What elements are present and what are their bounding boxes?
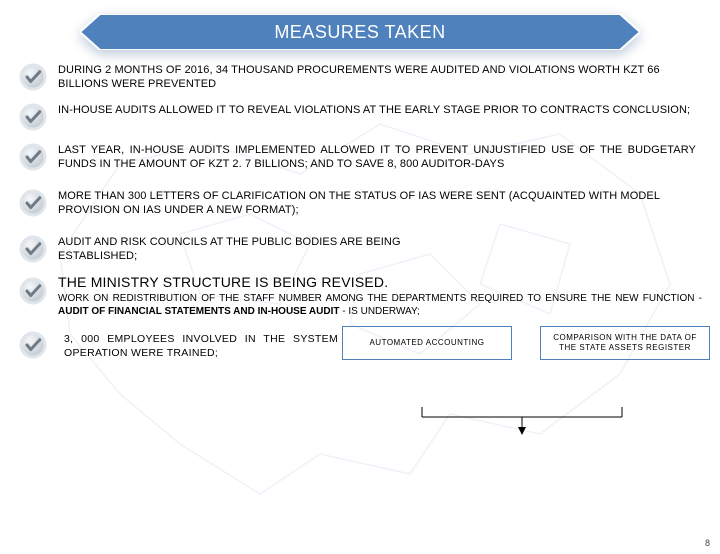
bullet-text: LAST YEAR, IN-HOUSE AUDITS IMPLEMENTED A… — [58, 140, 702, 171]
bullet-text: DURING 2 MONTHS OF 2016, 34 THOUSAND PRO… — [58, 60, 702, 91]
ministry-body-post: - IS UNDERWAY; — [339, 306, 419, 317]
bullet-item: DURING 2 MONTHS OF 2016, 34 THOUSAND PRO… — [18, 60, 702, 92]
check-icon — [18, 62, 48, 92]
ministry-body-bold: AUDIT OF FINANCIAL STATEMENTS AND IN-HOU… — [58, 306, 339, 317]
bullet-item: LAST YEAR, IN-HOUSE AUDITS IMPLEMENTED A… — [18, 140, 702, 172]
bullet-text: MORE THAN 300 LETTERS OF CLARIFICATION O… — [58, 186, 702, 217]
check-icon — [18, 188, 48, 218]
check-icon — [18, 142, 48, 172]
ministry-heading: THE MINISTRY STRUCTURE IS BEING REVISED. — [58, 274, 702, 290]
bullet-item: AUDIT AND RISK COUNCILS AT THE PUBLIC BO… — [18, 232, 702, 264]
page-title: MEASURES TAKEN — [80, 14, 640, 50]
bullet-text: 3, 000 EMPLOYEES INVOLVED IN THE SYSTEM … — [58, 328, 338, 360]
bullet-text: AUDIT AND RISK COUNCILS AT THE PUBLIC BO… — [58, 232, 418, 263]
header-banner: MEASURES TAKEN — [80, 14, 640, 50]
check-icon — [18, 234, 48, 264]
bullet-item: MORE THAN 300 LETTERS OF CLARIFICATION O… — [18, 186, 702, 218]
bullet-text: IN-HOUSE AUDITS ALLOWED IT TO REVEAL VIO… — [58, 100, 702, 117]
ministry-body-pre: WORK ON REDISTRIBUTION OF THE STAFF NUMB… — [58, 293, 702, 304]
check-icon — [18, 330, 48, 360]
ministry-body: WORK ON REDISTRIBUTION OF THE STAFF NUMB… — [58, 292, 702, 318]
content-area-2: 3, 000 EMPLOYEES INVOLVED IN THE SYSTEM … — [0, 328, 720, 360]
content-area: DURING 2 MONTHS OF 2016, 34 THOUSAND PRO… — [0, 60, 720, 318]
bullet-item: IN-HOUSE AUDITS ALLOWED IT TO REVEAL VIO… — [18, 100, 702, 132]
check-icon — [18, 102, 48, 132]
bullet-item: THE MINISTRY STRUCTURE IS BEING REVISED.… — [18, 274, 702, 318]
bullet-item: 3, 000 EMPLOYEES INVOLVED IN THE SYSTEM … — [18, 328, 702, 360]
check-icon — [18, 276, 48, 306]
